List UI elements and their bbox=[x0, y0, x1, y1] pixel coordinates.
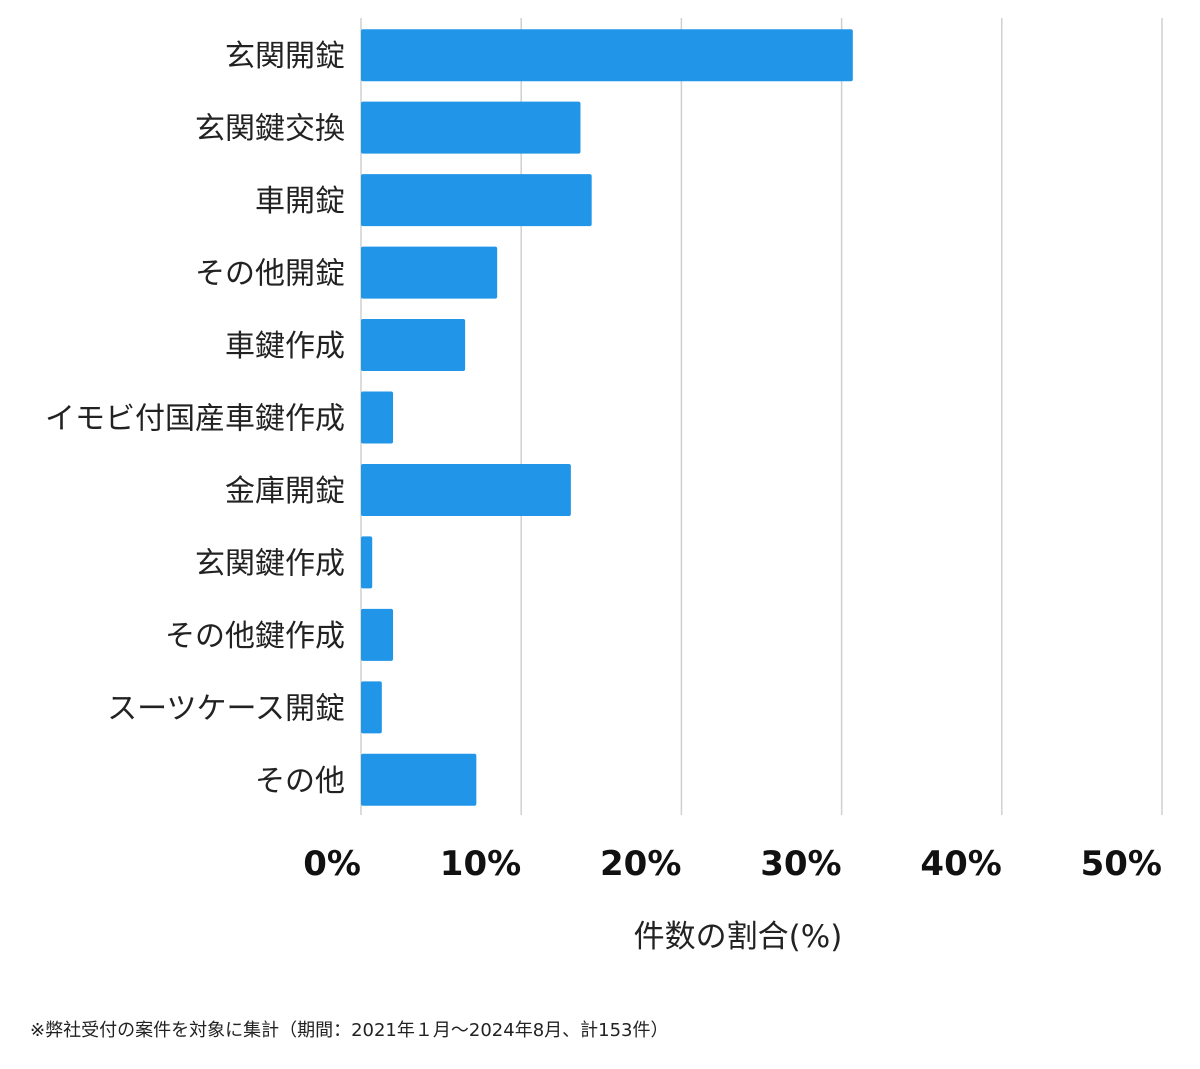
y-category-label: スーツケース開錠 bbox=[107, 691, 345, 726]
bar bbox=[361, 29, 853, 82]
bar bbox=[361, 681, 382, 734]
y-category-label: その他鍵作成 bbox=[165, 619, 345, 654]
bar bbox=[361, 753, 477, 806]
bar bbox=[361, 536, 373, 589]
bar bbox=[361, 246, 498, 299]
bar bbox=[361, 319, 466, 372]
y-category-label: その他 bbox=[255, 764, 345, 799]
y-category-label: 玄関鍵交換 bbox=[195, 112, 345, 147]
footnote: ※弊社受付の案件を対象に集計（期間：2021年１月〜2024年8月、計153件） bbox=[30, 1020, 669, 1041]
bar bbox=[361, 101, 581, 154]
x-tick-label: 20% bbox=[600, 844, 681, 884]
x-axis-label: 件数の割合(%) bbox=[634, 919, 843, 955]
bar bbox=[361, 174, 592, 227]
y-category-label: 金庫開錠 bbox=[225, 474, 345, 509]
y-category-label: イモビ付国産車鍵作成 bbox=[45, 402, 345, 437]
y-category-label: 車開錠 bbox=[255, 184, 345, 219]
bar bbox=[361, 391, 394, 444]
y-category-label: その他開錠 bbox=[195, 257, 345, 292]
y-category-label: 車鍵作成 bbox=[225, 329, 345, 364]
y-category-label: 玄関鍵作成 bbox=[195, 546, 345, 581]
x-tick-label: 50% bbox=[1081, 844, 1162, 884]
bar bbox=[361, 463, 571, 516]
bar bbox=[361, 608, 394, 661]
y-category-label: 玄関開錠 bbox=[225, 39, 345, 74]
x-tick-label: 0% bbox=[303, 844, 361, 884]
x-tick-label: 40% bbox=[920, 844, 1001, 884]
x-tick-label: 10% bbox=[440, 844, 521, 884]
bar-chart: 0% 10% 20% 30% 40% 50% 玄関開錠玄関鍵交換車開錠その他開錠車鍵作成イモ… bbox=[45, 18, 1163, 955]
x-tick-label: 30% bbox=[760, 844, 841, 884]
